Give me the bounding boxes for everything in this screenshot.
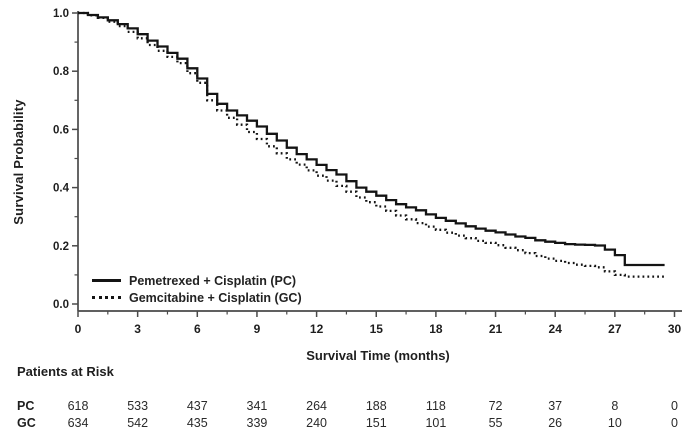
risk-count: 188 [365,399,387,413]
risk-count: 264 [306,399,328,413]
risk-count: 0 [671,416,678,430]
y-tick-label: 0.0 [53,299,69,311]
risk-count: 634 [67,416,89,430]
risk-count: 341 [246,399,268,413]
legend-label-gc: Gemcitabine + Cisplatin (GC) [129,290,302,305]
risk-count: 101 [425,416,447,430]
y-tick-label: 0.2 [53,241,69,253]
risk-count: 26 [548,416,563,430]
risk-count: 0 [671,399,678,413]
legend-item-gc: Gemcitabine + Cisplatin (GC) [92,289,302,306]
curve-gc [78,11,665,278]
survival-curves [78,11,665,278]
risk-count: 72 [488,399,503,413]
risk-count: 240 [306,416,328,430]
risk-count: 10 [607,416,622,430]
x-tick-label: 0 [75,322,82,336]
solid-line-swatch [92,279,121,282]
risk-count: 435 [186,416,208,430]
risk-count: 151 [365,416,387,430]
x-axis-title: Survival Time (months) [306,348,450,363]
x-tick-label: 3 [134,322,141,336]
x-tick-label: 12 [310,322,324,336]
y-axis-title: Survival Probability [11,99,26,225]
x-tick-label: 6 [194,322,201,336]
dotted-line-swatch [92,296,121,299]
risk-count: 618 [67,399,89,413]
risk-count: 37 [548,399,563,413]
x-tick-label: 9 [254,322,261,336]
risk-count: 533 [127,399,149,413]
risk-row-label-gc: GC [17,416,36,430]
x-tick-label: 21 [489,322,503,336]
x-tick-label: 15 [370,322,384,336]
x-tick-label: 27 [608,322,622,336]
y-tick-label: 0.8 [53,66,70,78]
legend-item-pc: Pemetrexed + Cisplatin (PC) [92,272,302,289]
x-tick-label: 18 [429,322,443,336]
y-tick-label: 1.0 [53,8,69,20]
y-tick-label: 0.4 [53,183,70,195]
y-tick-label: 0.6 [53,124,69,136]
risk-count: 55 [488,416,503,430]
risk-row-label-pc: PC [17,399,35,413]
risk-count: 8 [611,399,619,413]
x-tick-label: 30 [668,322,682,336]
risk-count: 339 [246,416,268,430]
patients-at-risk-heading: Patients at Risk [17,364,114,379]
risk-count: 437 [186,399,208,413]
risk-count: 542 [127,416,149,430]
risk-count: 118 [425,399,446,413]
axes [72,11,682,317]
legend-label-pc: Pemetrexed + Cisplatin (PC) [129,273,297,288]
x-tick-label: 24 [549,322,563,336]
curve-pc [78,11,665,267]
tick-labels: 0 3 6 9 12 15 18 21 24 27 30 1.0 0.8 0.6 0.4 0.2 0.0 [53,8,681,336]
legend: Pemetrexed + Cisplatin (PC) Gemcitabine … [92,272,302,306]
